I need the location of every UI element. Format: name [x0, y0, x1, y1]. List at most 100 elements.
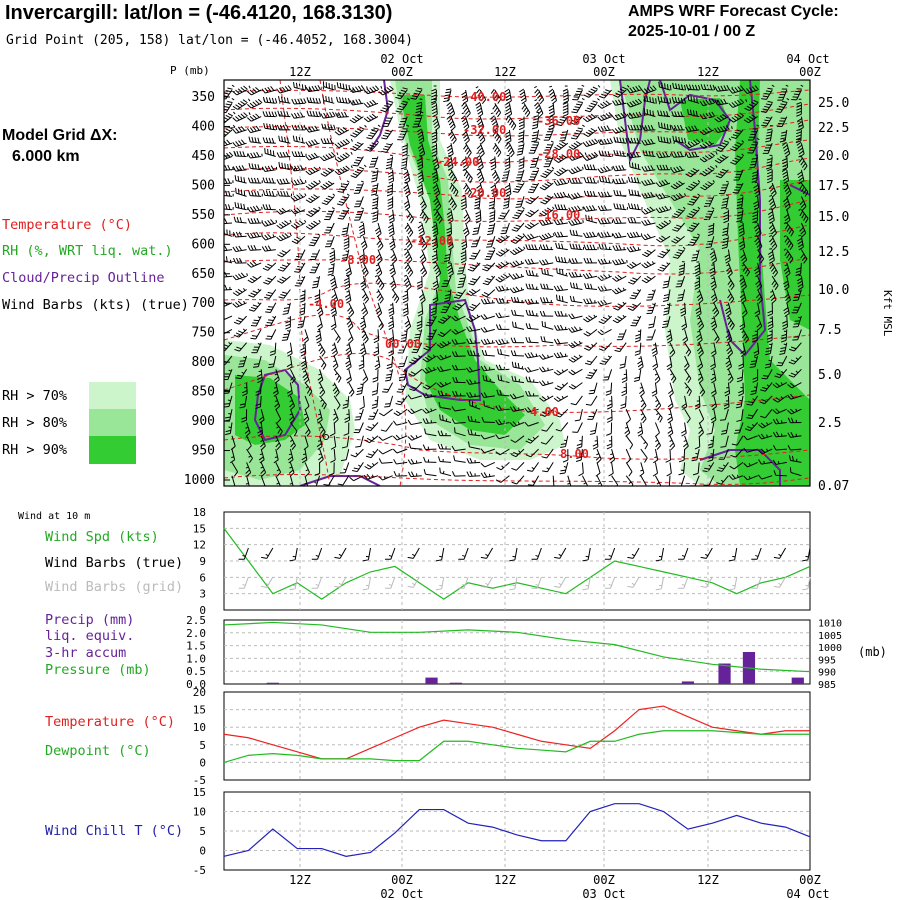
wind-barb-flag [308, 211, 314, 216]
wind-barb-flag [267, 148, 269, 155]
wind-barb [291, 98, 310, 105]
wind-barb-flag [363, 89, 369, 95]
wind-barb-half [308, 88, 311, 92]
wind-barb-flag [360, 85, 365, 91]
wind-barb-half [415, 435, 418, 439]
wind-barb-flag [280, 293, 286, 297]
wind-barb-flag [219, 273, 221, 278]
wind-barb-flag [269, 149, 272, 156]
wind-barb-flag [388, 320, 394, 324]
wind-barb-flag [308, 197, 314, 202]
wind-barb-flag [346, 379, 352, 384]
wind-barb-flag [261, 88, 266, 94]
wind-barb-flag [241, 416, 247, 420]
wind-barb-flag [397, 108, 403, 111]
wind-barb [416, 316, 423, 330]
wind-barb-flag [371, 393, 378, 396]
wind-barb-flag [250, 306, 257, 310]
wind-barb-half [346, 357, 350, 360]
wind-barb [277, 190, 293, 197]
wind-barb-flag [306, 97, 310, 103]
wind-barb-flag [381, 89, 386, 94]
wind-barb-flag [252, 126, 257, 132]
wind-barb [291, 151, 307, 157]
wind-barb-flag [235, 141, 240, 146]
wind-barb-flag [407, 229, 412, 235]
wind-barb-flag [261, 246, 266, 252]
wind-barb-flag [403, 174, 409, 179]
wind-barb [417, 143, 426, 158]
wind-barb [328, 462, 335, 476]
wind-barb-flag [232, 90, 238, 96]
wind-barb-flag [410, 458, 415, 464]
wind-barb-flag [320, 138, 324, 144]
wind-barb-flag [345, 84, 348, 90]
wind-barb [304, 475, 309, 486]
wind-barb-half [332, 344, 335, 346]
wind-barb [305, 152, 320, 161]
wind-barb-flag [237, 374, 243, 377]
wind-barb [282, 302, 291, 315]
wind-barb-flag [227, 164, 231, 171]
wind-barb-half [361, 344, 364, 346]
wind-barb [376, 289, 384, 304]
wind-barb-flag [238, 317, 244, 321]
wind-barb-flag [349, 312, 355, 317]
wind-barb [372, 208, 379, 223]
wind-barb-flag [409, 232, 414, 238]
wind-barb [337, 475, 350, 486]
wind-barb-flag [227, 112, 234, 117]
wind-barb-flag [235, 302, 240, 307]
wind-barb-flag [397, 400, 403, 403]
wind-barb-flag [300, 151, 304, 157]
wind-barb-half [333, 360, 337, 363]
wind-barb-flag [399, 376, 406, 379]
wind-barb-flag [248, 190, 251, 196]
wind-barb-flag [247, 177, 251, 183]
wind-barb-flag [323, 200, 330, 203]
wind-barb [386, 183, 394, 197]
wind-barb-flag [251, 163, 254, 169]
wind-barb-staff [410, 422, 422, 426]
wind-barb-flag [374, 363, 380, 368]
wind-barb [247, 275, 262, 284]
wind-barb-flag [283, 190, 286, 197]
wind-barb-flag [628, 161, 631, 168]
wind-barb-flag [314, 472, 320, 476]
wind-barb-flag [361, 352, 367, 357]
wind-barb-half [331, 304, 335, 306]
wind-barb-flag [401, 150, 408, 154]
wind-barb [345, 262, 352, 278]
wind-barb-flag [345, 347, 351, 352]
wind-barb-flag [268, 319, 274, 321]
wind-barb [276, 233, 292, 242]
wind-barb-flag [389, 267, 395, 272]
wind-barb-flag [242, 393, 248, 397]
wind-barb-flag [270, 350, 276, 353]
wind-barb-staff [304, 475, 309, 486]
wind-barb-half [350, 165, 353, 169]
wind-barb-flag [226, 139, 231, 145]
wind-barb-flag [232, 128, 237, 134]
wind-barb [344, 289, 352, 304]
wind-barb [320, 180, 335, 190]
wind-barb-flag [375, 366, 381, 371]
wind-barb [305, 84, 325, 93]
wind-barb-flag [359, 233, 365, 237]
wind-barb-flag [303, 445, 309, 451]
wind-barb-staff [319, 422, 326, 433]
wind-barb-flag [380, 285, 385, 291]
wind-barb-flag [294, 151, 298, 157]
wind-barb [386, 355, 394, 370]
wind-barb-flag [402, 297, 408, 301]
wind-barb-flag [284, 163, 287, 169]
wind-barb-flag [292, 485, 293, 486]
wind-barb-flag [277, 428, 282, 434]
wind-barb-flag [279, 431, 283, 437]
wind-barb-flag [289, 416, 294, 421]
wind-barb-flag [361, 286, 367, 291]
wind-barb-staff [625, 395, 627, 407]
wind-barb [232, 231, 247, 238]
wind-barb-half [289, 466, 293, 469]
wind-barb [246, 260, 262, 268]
